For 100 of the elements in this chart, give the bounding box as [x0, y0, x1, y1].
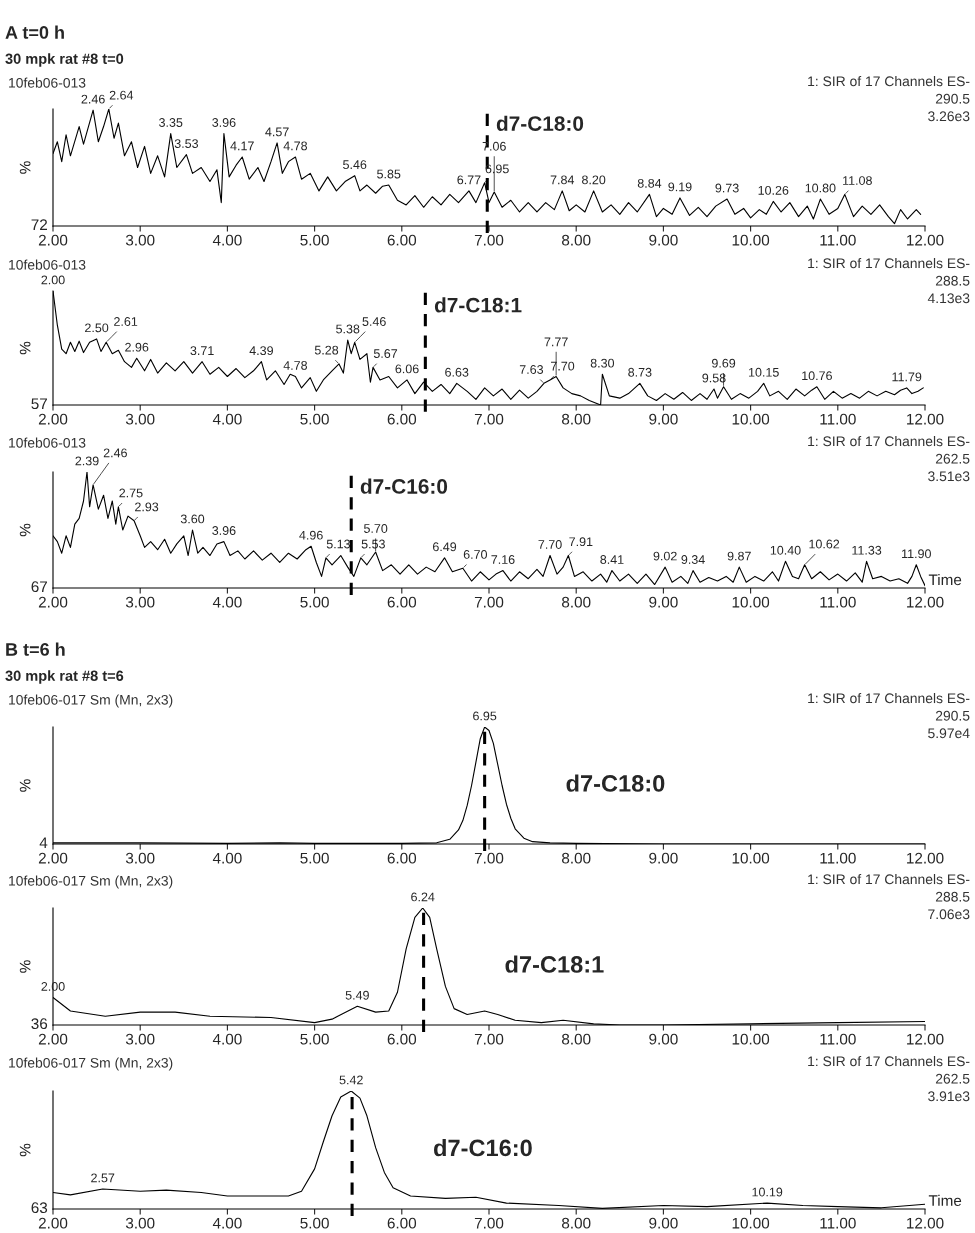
annotation: 1: SIR of 17 Channels ES- 262.5 3.91e3 — [808, 1056, 970, 1102]
annotation: 10.40 — [770, 545, 801, 555]
x-tick-label: 8.00 — [562, 1217, 591, 1229]
x-tick-label: 11.00 — [820, 234, 856, 246]
x-tick-label: 3.00 — [125, 234, 155, 246]
annotation: d7-C18:1 — [434, 297, 522, 313]
annotation: 10.19 — [752, 1187, 783, 1197]
y-axis-title: % — [19, 779, 31, 792]
annotation: 7.91 — [569, 537, 593, 547]
annotation: 3.60 — [180, 514, 205, 524]
text: 10feb06-013 — [9, 77, 86, 88]
text: 10feb06-017 Sm (Mn, 2x3) — [9, 694, 173, 708]
annotation: 3.71 — [190, 346, 214, 356]
annotation: 2.57 — [91, 1173, 115, 1183]
x-tick-label: 10.00 — [732, 852, 770, 864]
x-tick-label: 4.00 — [212, 413, 242, 425]
annotation: 4.78 — [283, 361, 308, 370]
annotation: 11.08 — [843, 176, 872, 185]
annotation: 7.84 — [550, 175, 575, 185]
annotation: 2.96 — [125, 342, 149, 352]
annotation: d7-C18:1 — [505, 955, 604, 973]
annotation: 7.70 — [551, 361, 575, 371]
annotation: 4.96 — [299, 530, 323, 540]
annotation: 6.95 — [473, 711, 497, 721]
x-tick-label: 2.00 — [38, 852, 68, 864]
x-tick-label: 2.00 — [38, 1033, 68, 1045]
text: 63 — [31, 1202, 48, 1214]
annotation: 5.42 — [339, 1075, 363, 1085]
x-tick-label: 12.00 — [907, 852, 944, 864]
x-tick-label: 12.00 — [907, 1217, 944, 1229]
x-tick-label: 2.00 — [38, 1217, 68, 1229]
x-tick-label: 2.00 — [38, 596, 68, 608]
annotation: 4.57 — [265, 127, 289, 137]
annotation: 5.85 — [377, 169, 401, 179]
x-tick-label: 8.00 — [562, 596, 591, 608]
annotation: 11.79 — [892, 372, 922, 382]
chart-title: A t=0 h — [5, 25, 64, 39]
annotation: 7.70 — [538, 540, 562, 549]
x-tick-label: 10.00 — [732, 596, 770, 608]
x-tick-label: 5.00 — [300, 234, 329, 246]
x-tick-label: 6.00 — [387, 413, 417, 425]
x-tick-label: 11.00 — [820, 596, 856, 608]
annotation: 2.00 — [41, 275, 65, 285]
x-tick-label: 8.00 — [562, 1033, 591, 1045]
annotation: d7-C16:0 — [434, 1138, 532, 1157]
x-tick-label: 4.00 — [212, 1033, 242, 1045]
annotation: 10.80 — [805, 183, 836, 193]
annotation: 6.70 — [463, 550, 488, 559]
annotation: 9.34 — [681, 555, 705, 564]
annotation: d7-C16:0 — [360, 478, 448, 494]
y-axis-title: % — [19, 341, 31, 355]
annotation: 3.96 — [212, 118, 236, 127]
x-axis-title: Time — [928, 1194, 962, 1207]
annotation: 2.46 — [103, 448, 127, 458]
annotation: 9.73 — [715, 183, 739, 193]
annotation: 8.41 — [600, 555, 624, 564]
x-tick-label: 9.00 — [649, 413, 678, 425]
annotation: 1: SIR of 17 Channels ES- 262.5 3.51e3 — [808, 436, 970, 482]
annotation: 3.96 — [212, 526, 236, 535]
x-tick-label: 6.00 — [387, 852, 417, 864]
annotation: 10.26 — [758, 185, 789, 195]
annotation: 10.76 — [802, 371, 832, 381]
annotation: 8.73 — [628, 367, 652, 377]
x-tick-label: 3.00 — [125, 1217, 155, 1229]
text: 36 — [31, 1018, 48, 1030]
annotation: 5.67 — [373, 349, 398, 358]
annotation: 10.15 — [748, 367, 779, 377]
x-tick-label: 10.00 — [732, 1033, 770, 1045]
x-tick-label: 10.00 — [732, 413, 770, 425]
chart-subtitle: 30 mpk rat #8 t=6 — [5, 670, 124, 684]
annotation: 3.53 — [174, 139, 199, 148]
x-axis-title: Time — [928, 573, 962, 586]
annotation: 7.63 — [519, 365, 544, 374]
x-tick-label: 9.00 — [649, 852, 678, 864]
annotation: 8.30 — [590, 358, 615, 368]
y-axis-title: % — [19, 161, 31, 174]
annotation: 9.87 — [727, 551, 751, 561]
y-axis-title: % — [19, 523, 31, 537]
annotation: 4.17 — [230, 141, 254, 151]
x-tick-label: 6.00 — [387, 1217, 417, 1229]
annotation: 9.19 — [668, 182, 692, 192]
annotation: 2.75 — [119, 488, 143, 498]
annotation: 1: SIR of 17 Channels ES- 290.5 3.26e3 — [808, 76, 970, 122]
annotation: 10.62 — [809, 539, 840, 549]
annotation: 7.16 — [491, 555, 515, 564]
x-tick-label: 9.00 — [649, 234, 678, 246]
x-tick-label: 5.00 — [300, 852, 329, 864]
x-tick-label: 3.00 — [125, 413, 155, 425]
annotation: 6.06 — [395, 364, 419, 374]
text: 4 — [39, 837, 48, 848]
annotation: 5.46 — [362, 317, 386, 326]
x-tick-label: 10.00 — [732, 1217, 770, 1229]
x-tick-label: 5.00 — [300, 596, 329, 608]
annotation: 2.46 — [81, 94, 105, 104]
x-tick-label: 6.00 — [387, 596, 417, 608]
x-tick-label: 7.00 — [474, 596, 504, 608]
x-tick-label: 2.00 — [38, 413, 68, 425]
x-tick-label: 4.00 — [212, 596, 242, 608]
annotation: 2.93 — [135, 502, 159, 512]
x-tick-label: 5.00 — [300, 1033, 329, 1045]
